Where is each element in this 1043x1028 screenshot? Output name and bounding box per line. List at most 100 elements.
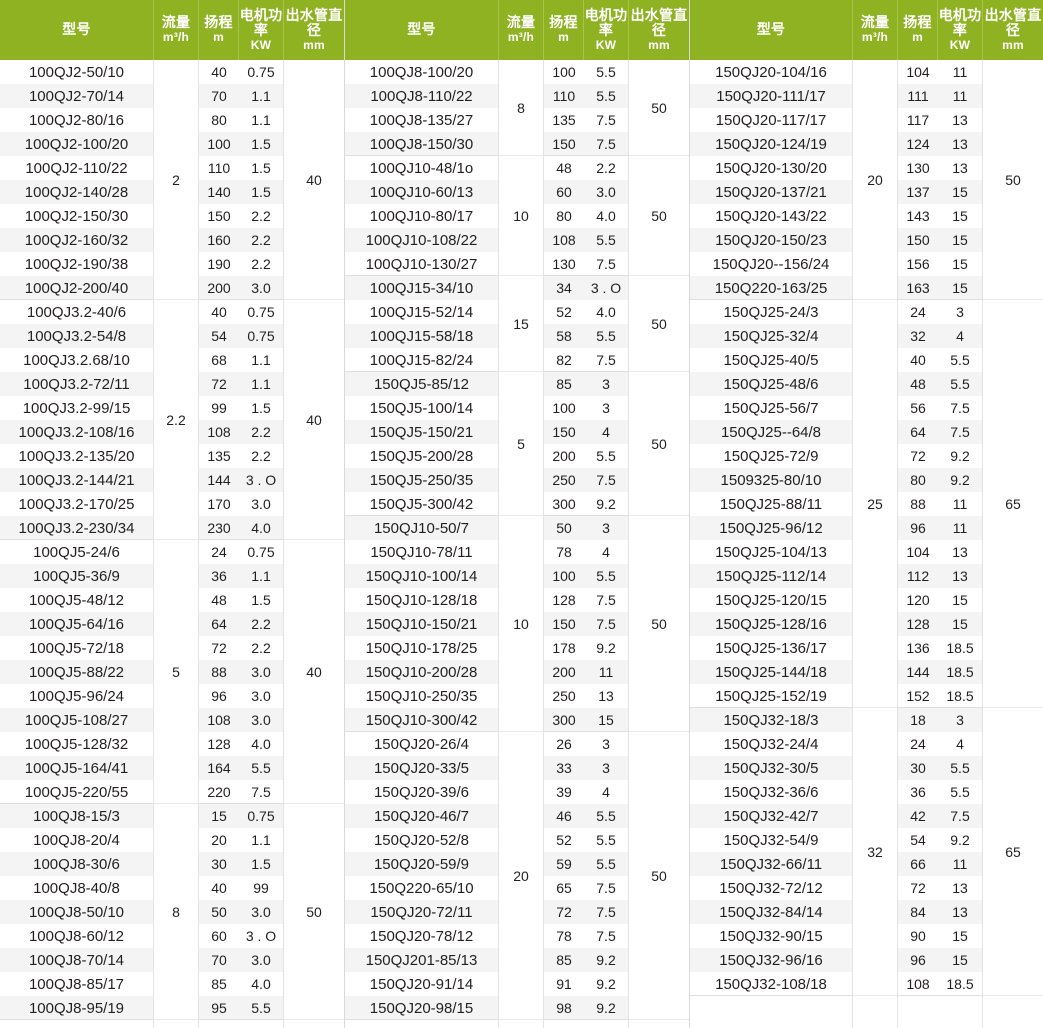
cell-power: 1.5 (239, 852, 283, 876)
header-power-label: 电机功率 (239, 6, 283, 39)
cell-pipe-merged: 50 (284, 804, 344, 1020)
cell-model: 100QJ5-64/16 (0, 612, 153, 636)
header-model: 型号 (0, 0, 154, 60)
cell-head: 72 (199, 372, 239, 396)
cell-head: 111 (898, 84, 938, 108)
column-spacer (284, 1020, 344, 1028)
cell-model: 150QJ20-111/17 (690, 84, 852, 108)
cell-power: 15 (938, 252, 982, 276)
table-header-row: 型号 流量 m³/h 扬程 m 电机功率 KW 出水管直径 mm (690, 0, 1043, 60)
cell-model: 100QJ8-85/17 (0, 972, 153, 996)
cell-power: 5.5 (584, 564, 628, 588)
cell-model: 150QJ20-46/7 (345, 804, 498, 828)
column-head: 104 111 117 124 130 137 143 150 156 163 24 32 40 48 56… (898, 60, 938, 1028)
column-model: 100QJ8-100/20 100QJ8-110/22 100QJ8-135/27 1… (345, 60, 499, 1028)
cell-head: 85 (544, 948, 584, 972)
cell-head: 36 (898, 780, 938, 804)
cell-model: 150QJ20-143/22 (690, 204, 852, 228)
column-spacer (239, 1020, 283, 1028)
header-flow: 流量 m³/h (499, 0, 544, 60)
cell-head: 36 (199, 564, 239, 588)
column-head: 40 70 80 100 110 140 150 160 190 200 40 54 68 72 99 108… (199, 60, 239, 1028)
cell-model: 100QJ3.2-170/25 (0, 492, 153, 516)
cell-model: 150Q220-65/10 (345, 876, 498, 900)
cell-power: 1.1 (239, 828, 283, 852)
cell-head: 110 (544, 84, 584, 108)
cell-model: 150QJ25-104/13 (690, 540, 852, 564)
cell-head: 108 (199, 708, 239, 732)
cell-power: 4.0 (239, 516, 283, 540)
cell-head: 96 (199, 684, 239, 708)
cell-pipe-merged: 40 (284, 60, 344, 300)
column-spacer (544, 1020, 584, 1028)
cell-pipe-merged: 65 (983, 300, 1043, 708)
cell-model: 150QJ10-100/14 (345, 564, 498, 588)
cell-power: 3.0 (239, 276, 283, 300)
cell-head: 144 (199, 468, 239, 492)
cell-power: 13 (938, 156, 982, 180)
cell-model: 150QJ20-39/6 (345, 780, 498, 804)
cell-head: 48 (199, 588, 239, 612)
header-pipe: 出水管直径 mm (629, 0, 689, 60)
header-pipe-label: 出水管直径 (984, 6, 1042, 39)
cell-power: 13 (938, 108, 982, 132)
header-power-label: 电机功率 (584, 6, 628, 39)
cell-head: 150 (544, 420, 584, 444)
column-pipe: 50 50 50 50 50 50 (629, 60, 689, 1028)
cell-model: 150QJ20-98/15 (345, 996, 498, 1020)
cell-head: 300 (544, 492, 584, 516)
cell-head: 143 (898, 204, 938, 228)
cell-head: 59 (544, 852, 584, 876)
cell-pipe-merged: 50 (983, 60, 1043, 300)
cell-model: 150QJ25-88/11 (690, 492, 852, 516)
cell-model: 150QJ10-128/18 (345, 588, 498, 612)
cell-power: 7.5 (239, 780, 283, 804)
cell-model: 150QJ25-144/18 (690, 660, 852, 684)
column-spacer (629, 1020, 689, 1028)
cell-head: 24 (199, 540, 239, 564)
cell-power: 3.0 (239, 948, 283, 972)
cell-pipe-merged: 50 (629, 732, 689, 1020)
cell-flow-merged: 10 (499, 516, 543, 732)
cell-flow-merged: 8 (154, 804, 198, 1020)
cell-head: 96 (898, 516, 938, 540)
cell-model: 150QJ10-200/28 (345, 660, 498, 684)
cell-model: 150QJ20-52/8 (345, 828, 498, 852)
cell-power: 5.5 (584, 228, 628, 252)
cell-head: 48 (898, 372, 938, 396)
cell-head: 56 (898, 396, 938, 420)
cell-power: 5.5 (938, 756, 982, 780)
cell-model: 150QJ20-91/14 (345, 972, 498, 996)
cell-power: 18.5 (938, 636, 982, 660)
cell-model: 100QJ2-80/16 (0, 108, 153, 132)
cell-head: 178 (544, 636, 584, 660)
cell-power: 1.1 (239, 372, 283, 396)
cell-head: 98 (544, 996, 584, 1020)
cell-model: 150QJ10-178/25 (345, 636, 498, 660)
column-flow: 8 10 15 5 10 20 (499, 60, 544, 1028)
header-power: 电机功率 KW (584, 0, 629, 60)
cell-model: 100QJ2-190/38 (0, 252, 153, 276)
cell-power: 3 (584, 372, 628, 396)
cell-head: 34 (544, 276, 584, 300)
column-flow: 2 2.2 5 8 (154, 60, 199, 1028)
cell-power: 5.5 (938, 780, 982, 804)
cell-power: 1.5 (239, 132, 283, 156)
cell-power: 18.5 (938, 684, 982, 708)
header-head-label: 扬程 (204, 14, 233, 31)
cell-power: 3.0 (239, 492, 283, 516)
cell-head: 150 (544, 132, 584, 156)
cell-model: 150QJ20-150/23 (690, 228, 852, 252)
cell-model: 100QJ2-100/20 (0, 132, 153, 156)
header-flow: 流量 m³/h (154, 0, 199, 60)
cell-model: 150QJ25-48/6 (690, 372, 852, 396)
cell-power: 3.0 (239, 900, 283, 924)
header-head-unit: m (912, 30, 923, 45)
cell-head: 110 (199, 156, 239, 180)
cell-model: 100QJ5-48/12 (0, 588, 153, 612)
cell-head: 250 (544, 684, 584, 708)
cell-head: 156 (898, 252, 938, 276)
cell-model: 150QJ20-130/20 (690, 156, 852, 180)
cell-head: 72 (544, 900, 584, 924)
cell-power: 3 (584, 732, 628, 756)
